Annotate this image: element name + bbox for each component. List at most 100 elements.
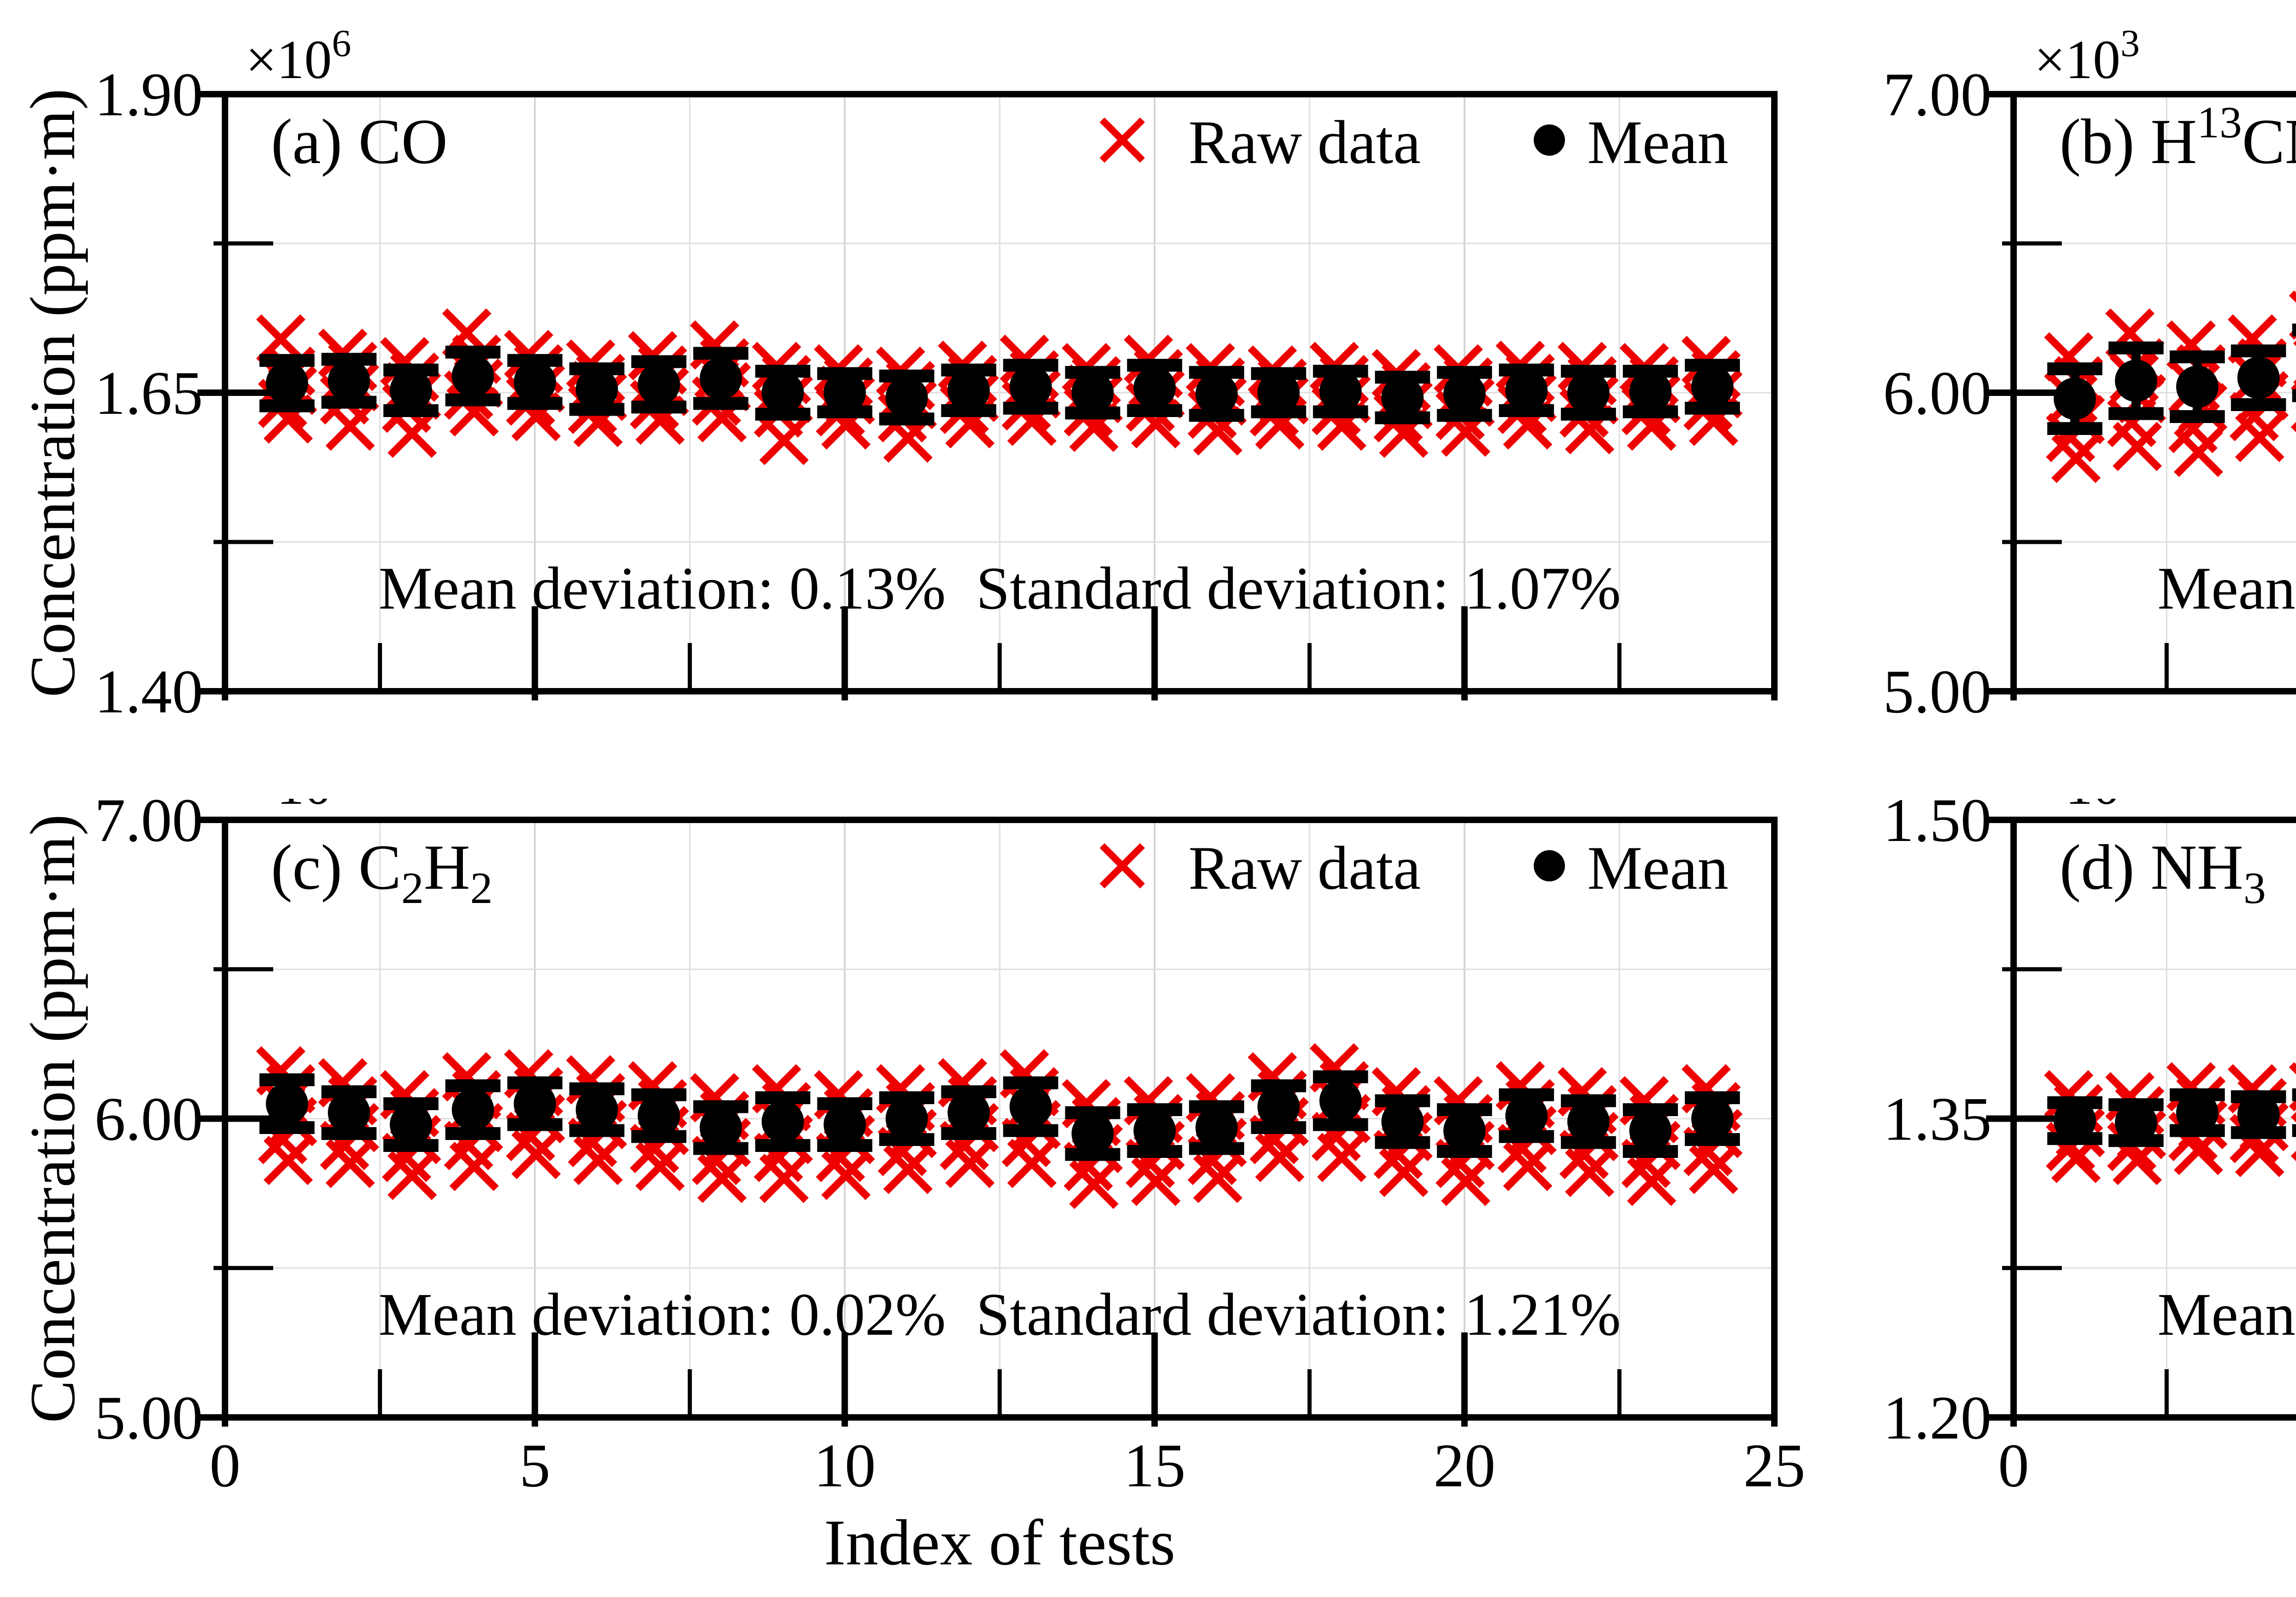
raw-point: [821, 1151, 871, 1200]
raw-point: [2235, 412, 2285, 463]
mean-point: [631, 355, 687, 414]
mean-point: [1313, 1070, 1368, 1131]
raw-point: [1503, 1141, 1553, 1191]
y-tick-label: 7.00: [95, 799, 203, 855]
mean-point: [1251, 1079, 1306, 1134]
x-tick-label: 10: [814, 1432, 876, 1500]
raw-point: [1131, 1157, 1181, 1206]
panel-title: (a) CO: [271, 106, 448, 177]
x-tick-label: 15: [1124, 1432, 1186, 1500]
raw-point: [759, 416, 809, 465]
mean-point: [2108, 341, 2164, 420]
chart-a-co: 1.40 1.65 1.90 ×106 (a) CO Mean Raw data: [95, 22, 1778, 726]
mean-series: [2047, 1088, 2296, 1147]
x-tick-label: 25: [1744, 1432, 1806, 1500]
raw-point: [387, 1151, 437, 1200]
mean-point: [817, 1097, 872, 1152]
mean-point: [879, 369, 934, 426]
y-tick-labels: 5.00 6.00 7.00: [1883, 61, 1992, 726]
axis-ticks: [197, 91, 1778, 700]
legend-mean-marker-icon: [1534, 124, 1565, 156]
y-tick-label: 6.00: [95, 1085, 203, 1154]
legend: Mean Raw data: [1099, 108, 1728, 177]
raw-point: [573, 1135, 623, 1185]
mean-point: [631, 1088, 687, 1143]
mean-point: [569, 362, 625, 416]
panel-b: 5.006.007.00×103(b) H13CNMeanRaw data: [1808, 0, 2296, 799]
legend-mean-label: Mean: [1587, 108, 1728, 177]
mean-point: [1561, 1094, 1616, 1149]
mean-point: [1127, 1103, 1182, 1158]
mean-point: [693, 347, 748, 410]
mean-point: [693, 1100, 748, 1155]
mean-point: [321, 1085, 377, 1140]
chart-d-nh3: 1.201.351.500510152025×105(d) NH3MeanRaw…: [1883, 799, 2296, 1500]
mean-point: [2231, 344, 2286, 411]
mean-point: [507, 354, 563, 410]
mean-series: [259, 1070, 1740, 1161]
raw-point: [1317, 1133, 1367, 1182]
raw-point: [387, 408, 437, 458]
panel-title: (d) NH3: [2060, 832, 2266, 913]
mean-point: [817, 367, 872, 418]
mean-point: [1003, 359, 1058, 415]
x-tick-label: 0: [209, 1432, 241, 1500]
raw-point: [2112, 422, 2162, 471]
y-tick-label: 1.65: [95, 359, 203, 428]
raw-point: [883, 1145, 933, 1194]
mean-point: [1313, 365, 1368, 418]
y-tick-labels: 1.40 1.65 1.90: [95, 61, 203, 726]
raw-point: [697, 1153, 747, 1203]
legend-raw-marker-icon: [1099, 843, 1145, 889]
y-tick-label: 1.35: [1883, 1085, 1992, 1154]
mean-point: [507, 1076, 563, 1131]
raw-point: [1379, 1147, 1429, 1197]
raw-point: [1007, 1139, 1057, 1188]
mean-point: [1437, 366, 1492, 422]
mean-point: [1375, 371, 1430, 424]
axis-scale-label: ×103: [246, 799, 351, 816]
mean-point: [445, 345, 501, 406]
chart-b-h13cn: 5.006.007.00×103(b) H13CNMeanRaw data: [1883, 22, 2296, 726]
mean-point: [1251, 367, 1306, 418]
raw-point: [945, 1139, 995, 1188]
x-tick-labels: 0 5 10 15 20 25: [209, 1432, 1805, 1500]
mean-series: [2047, 323, 2296, 435]
raw-point: [256, 314, 306, 364]
legend: Mean Raw data: [1099, 834, 1728, 903]
mean-point: [941, 363, 996, 417]
raw-point: [1441, 1157, 1491, 1206]
panel-d: 1.201.351.500510152025×105(d) NH3MeanRaw…: [1808, 799, 2296, 1597]
raw-point: [1627, 1157, 1677, 1206]
mean-point: [445, 1079, 501, 1140]
mean-point: [2169, 1088, 2225, 1137]
raw-point: [511, 1129, 561, 1179]
y-tick-label: 1.90: [95, 61, 203, 129]
mean-point: [259, 1073, 315, 1134]
mean-point: [755, 365, 810, 421]
mean-point: [1003, 1076, 1058, 1137]
mean-point: [941, 1085, 996, 1140]
mean-point: [1499, 1088, 1554, 1143]
x-tick-label: 5: [519, 1432, 551, 1500]
mean-point: [1065, 1106, 1120, 1161]
raw-point: [635, 1141, 685, 1191]
mean-point: [383, 1097, 439, 1152]
mean-series: [259, 345, 1740, 426]
raw-point: [759, 1153, 809, 1203]
raw-point: [264, 1135, 313, 1185]
raw-point: [1069, 1159, 1119, 1209]
raw-point: [1193, 1153, 1243, 1203]
mean-point: [1065, 366, 1120, 420]
y-tick-label: 5.00: [1883, 658, 1992, 726]
axis-ticks: [197, 817, 1778, 1427]
mean-point: [2108, 1098, 2164, 1147]
mean-point: [755, 1091, 810, 1152]
y-tick-label: 1.20: [1883, 1384, 1992, 1452]
mean-point: [2231, 1090, 2286, 1139]
mean-point: [1127, 359, 1182, 417]
axis-scale-label: ×103: [2034, 22, 2140, 90]
y-tick-label: 5.00: [95, 1384, 203, 1452]
raw-point: [449, 1141, 499, 1191]
raw-point: [2173, 428, 2223, 477]
